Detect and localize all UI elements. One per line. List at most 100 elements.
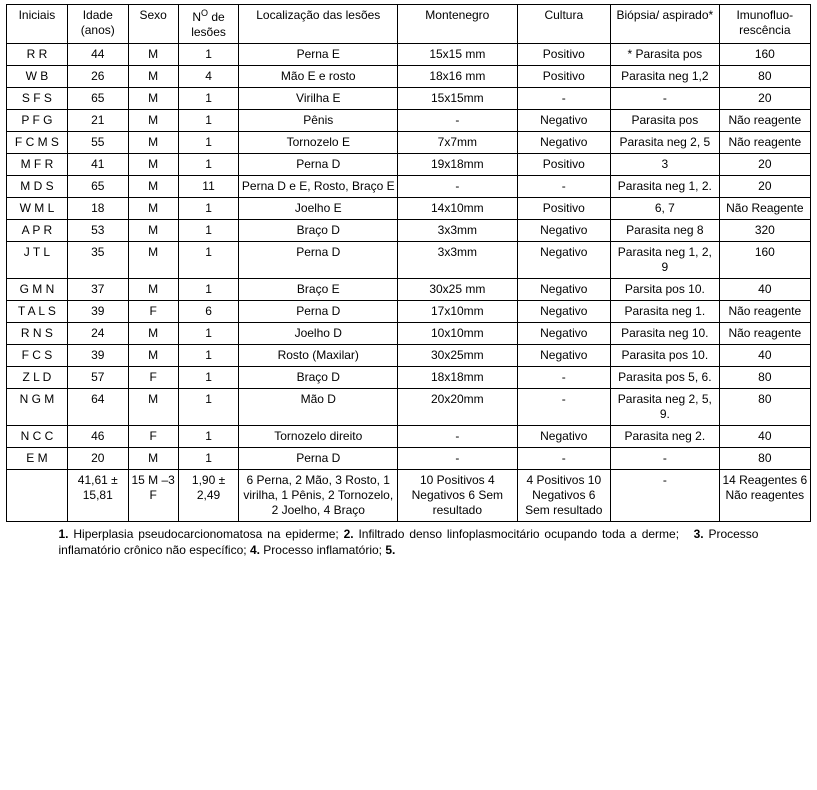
cell-n_lesoes: 1 [178, 345, 239, 367]
cell-iniciais: W M L [7, 198, 68, 220]
cell-biopsia: 6, 7 [611, 198, 720, 220]
table-row: M F R41M1Perna D19x18mmPositivo320 [7, 154, 811, 176]
summary-cell-localizacao: 6 Perna, 2 Mão, 3 Rosto, 1 virilha, 1 Pê… [239, 470, 398, 522]
table-row: E M20M1Perna D---80 [7, 448, 811, 470]
cell-idade: 65 [67, 176, 128, 198]
cell-idade: 46 [67, 426, 128, 448]
col-header-biopsia: Biópsia/ aspirado* [611, 5, 720, 44]
cell-imuno: 20 [719, 88, 810, 110]
cell-idade: 18 [67, 198, 128, 220]
cell-montenegro: - [398, 176, 518, 198]
cell-n_lesoes: 1 [178, 367, 239, 389]
cell-cultura: Negativo [517, 132, 610, 154]
cell-biopsia: Parasita pos 5, 6. [611, 367, 720, 389]
cell-n_lesoes: 4 [178, 66, 239, 88]
summary-cell-imuno: 14 Reagentes 6 Não reagentes [719, 470, 810, 522]
cell-biopsia: Parasita neg 1, 2. [611, 176, 720, 198]
cell-iniciais: M F R [7, 154, 68, 176]
cell-idade: 55 [67, 132, 128, 154]
table-row: R N S24M1Joelho D10x10mmNegativoParasita… [7, 323, 811, 345]
cell-localizacao: Perna D [239, 242, 398, 279]
cell-imuno: 40 [719, 279, 810, 301]
cell-idade: 39 [67, 345, 128, 367]
cell-imuno: 160 [719, 44, 810, 66]
cell-imuno: 320 [719, 220, 810, 242]
cell-sexo: M [128, 132, 178, 154]
cell-imuno: 80 [719, 66, 810, 88]
cell-iniciais: G M N [7, 279, 68, 301]
cell-montenegro: 19x18mm [398, 154, 518, 176]
col-header-localizacao: Localização das lesões [239, 5, 398, 44]
cell-localizacao: Perna D e E, Rosto, Braço E [239, 176, 398, 198]
cell-cultura: Positivo [517, 44, 610, 66]
cell-iniciais: T A L S [7, 301, 68, 323]
cell-imuno: 80 [719, 448, 810, 470]
cell-imuno: 160 [719, 242, 810, 279]
cell-localizacao: Mão E e rosto [239, 66, 398, 88]
cell-localizacao: Perna D [239, 154, 398, 176]
cell-idade: 44 [67, 44, 128, 66]
table-row: F C S39M1Rosto (Maxilar)30x25mmNegativoP… [7, 345, 811, 367]
table-row: N G M64M1Mão D20x20mm-Parasita neg 2, 5,… [7, 389, 811, 426]
cell-n_lesoes: 1 [178, 242, 239, 279]
cell-n_lesoes: 1 [178, 279, 239, 301]
cell-n_lesoes: 1 [178, 389, 239, 426]
table-row: A P R53M1Braço D3x3mmNegativoParasita ne… [7, 220, 811, 242]
cell-iniciais: J T L [7, 242, 68, 279]
cell-iniciais: A P R [7, 220, 68, 242]
table-row: G M N37M1Braço E30x25 mmNegativoParsita … [7, 279, 811, 301]
footnotes: 1. Hiperplasia pseudocarcionomatosa na e… [59, 526, 759, 558]
cell-sexo: M [128, 220, 178, 242]
summary-cell-n_lesoes: 1,90 ± 2,49 [178, 470, 239, 522]
cell-montenegro: 30x25 mm [398, 279, 518, 301]
cell-cultura: Negativo [517, 279, 610, 301]
table-row: F C M S55M1Tornozelo E7x7mmNegativoParas… [7, 132, 811, 154]
cell-biopsia: Parasita neg 1,2 [611, 66, 720, 88]
cell-sexo: F [128, 426, 178, 448]
cell-idade: 21 [67, 110, 128, 132]
table-row: T A L S39F6Perna D17x10mmNegativoParasit… [7, 301, 811, 323]
cell-montenegro: - [398, 110, 518, 132]
cell-n_lesoes: 1 [178, 132, 239, 154]
cell-biopsia: Parasita neg 1, 2, 9 [611, 242, 720, 279]
cell-imuno: Não reagente [719, 301, 810, 323]
cell-montenegro: 15x15mm [398, 88, 518, 110]
cell-imuno: 40 [719, 345, 810, 367]
cell-sexo: M [128, 242, 178, 279]
cell-montenegro: 3x3mm [398, 220, 518, 242]
cell-sexo: M [128, 110, 178, 132]
cell-biopsia: * Parasita pos [611, 44, 720, 66]
cell-imuno: 20 [719, 154, 810, 176]
cell-cultura: Negativo [517, 345, 610, 367]
cell-sexo: M [128, 345, 178, 367]
cell-idade: 53 [67, 220, 128, 242]
cell-localizacao: Tornozelo E [239, 132, 398, 154]
cell-iniciais: N G M [7, 389, 68, 426]
cell-idade: 26 [67, 66, 128, 88]
cell-iniciais: F C S [7, 345, 68, 367]
cell-biopsia: 3 [611, 154, 720, 176]
cell-sexo: M [128, 279, 178, 301]
summary-cell-biopsia: - [611, 470, 720, 522]
summary-cell-sexo: 15 M –3 F [128, 470, 178, 522]
table-row: W B26M4Mão E e rosto18x16 mmPositivoPara… [7, 66, 811, 88]
cell-cultura: - [517, 88, 610, 110]
cell-cultura: Positivo [517, 66, 610, 88]
cell-cultura: Negativo [517, 323, 610, 345]
cell-iniciais: P F G [7, 110, 68, 132]
cell-n_lesoes: 11 [178, 176, 239, 198]
summary-cell-idade: 41,61 ± 15,81 [67, 470, 128, 522]
cell-biopsia: Parasita pos [611, 110, 720, 132]
cell-localizacao: Rosto (Maxilar) [239, 345, 398, 367]
cell-n_lesoes: 1 [178, 220, 239, 242]
cell-n_lesoes: 1 [178, 154, 239, 176]
cell-montenegro: 7x7mm [398, 132, 518, 154]
cell-sexo: M [128, 154, 178, 176]
cell-sexo: F [128, 301, 178, 323]
cell-biopsia: - [611, 448, 720, 470]
col-header-cultura: Cultura [517, 5, 610, 44]
cell-montenegro: 3x3mm [398, 242, 518, 279]
cell-montenegro: 18x16 mm [398, 66, 518, 88]
table-row: M D S65M11Perna D e E, Rosto, Braço E--P… [7, 176, 811, 198]
cell-imuno: 80 [719, 367, 810, 389]
